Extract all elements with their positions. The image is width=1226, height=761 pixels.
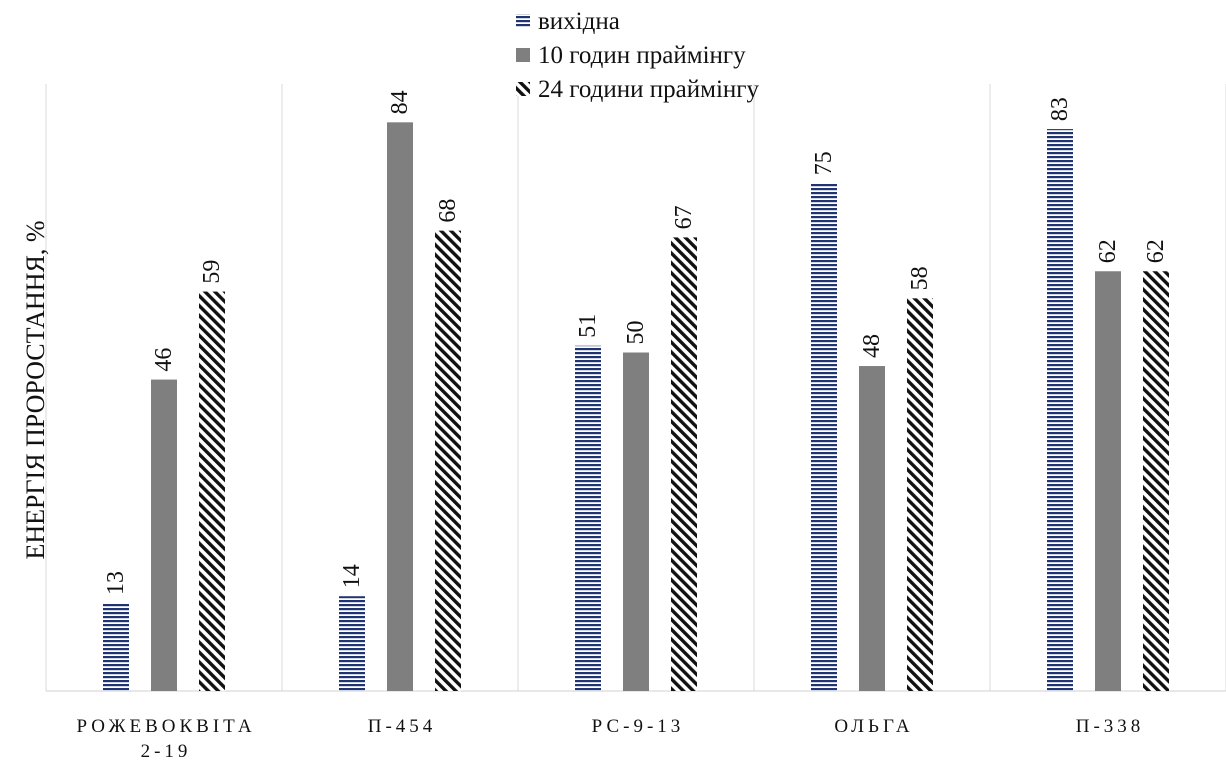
legend-swatch xyxy=(516,14,530,28)
bar xyxy=(339,596,365,691)
bar xyxy=(1143,271,1169,691)
bar xyxy=(151,379,177,691)
data-label: 51 xyxy=(575,314,601,338)
grid-lines xyxy=(45,84,1226,691)
data-label: 46 xyxy=(151,348,177,372)
data-label: 14 xyxy=(339,564,365,588)
x-tick-label: РОЖЕВОКВІТА xyxy=(76,716,255,737)
bar xyxy=(575,345,601,691)
y-axis-label: ЕНЕРГІЯ ПРОРОСТАННЯ, % xyxy=(21,221,50,560)
x-tick-label: П-338 xyxy=(1076,716,1145,737)
legend-label: вихідна xyxy=(538,8,620,35)
bar xyxy=(1095,271,1121,691)
x-tick-label: ОЛЬГА xyxy=(834,716,913,737)
x-tick-label: 2-19 xyxy=(141,741,192,761)
data-label: 58 xyxy=(907,266,933,290)
data-label: 75 xyxy=(811,151,837,175)
data-label: 13 xyxy=(103,571,129,595)
legend-swatch xyxy=(516,82,530,96)
bar xyxy=(907,298,933,691)
data-label: 62 xyxy=(1095,239,1121,263)
bar xyxy=(1047,129,1073,692)
data-label: 62 xyxy=(1143,239,1169,263)
bar xyxy=(859,366,885,691)
legend-swatch xyxy=(516,48,530,62)
legend-label: 24 години праймінгу xyxy=(538,76,760,103)
x-tick-label: П-454 xyxy=(368,716,437,737)
bars-group xyxy=(103,122,1169,692)
data-label: 84 xyxy=(387,90,413,114)
bar xyxy=(103,602,129,691)
legend-label: 10 годин праймінгу xyxy=(538,42,746,69)
data-label: 59 xyxy=(199,260,225,284)
data-label: 68 xyxy=(435,199,461,223)
legend: вихідна 10 годин праймінгу 24 години прайм… xyxy=(516,8,760,103)
value-labels-group: 13 46 59 14 84 68 51 50 67 75 48 58 83 62 62 xyxy=(103,90,1169,595)
data-label: 83 xyxy=(1047,97,1073,121)
x-tick-labels-group: РОЖЕВОКВІТА 2-19 П-454 РС-9-13 ОЛЬГА П-338 xyxy=(76,716,1145,761)
bar xyxy=(199,291,225,691)
bar xyxy=(671,237,697,691)
x-tick-label: РС-9-13 xyxy=(592,716,685,737)
data-label: 50 xyxy=(623,321,649,345)
data-label: 67 xyxy=(671,205,697,229)
bar xyxy=(811,183,837,691)
data-label: 48 xyxy=(859,334,885,358)
bar xyxy=(387,122,413,691)
bar xyxy=(623,352,649,691)
bar xyxy=(435,230,461,691)
